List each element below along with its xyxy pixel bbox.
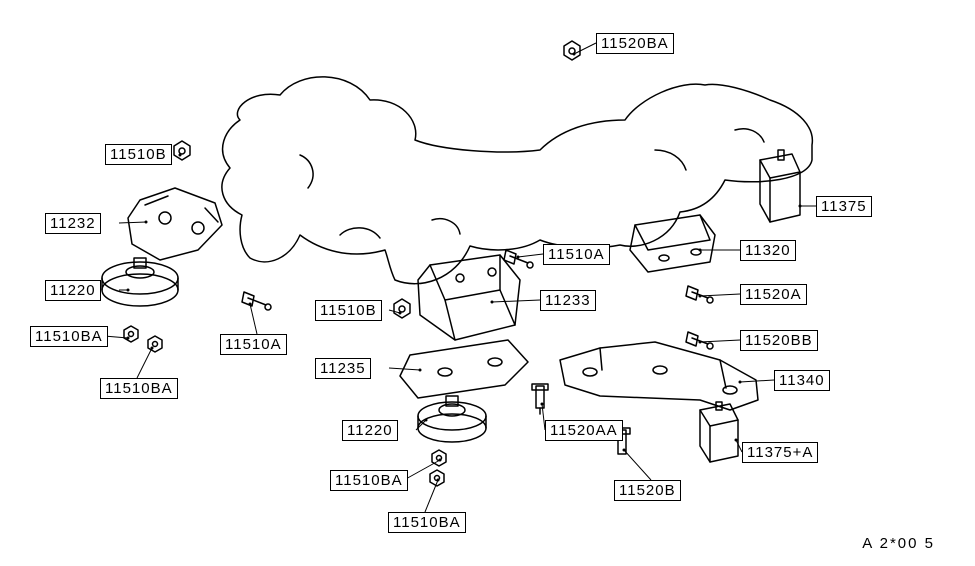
callout-label: 11233 bbox=[540, 290, 596, 311]
callout-label: 11520B bbox=[614, 480, 681, 501]
callout-label: 11510A bbox=[220, 334, 287, 355]
callout-label: 11510B bbox=[315, 300, 382, 321]
callout-label: 11510A bbox=[543, 244, 610, 265]
callout-label: 11375+A bbox=[742, 442, 818, 463]
callout-label: 11235 bbox=[315, 358, 371, 379]
callout-label: 11220 bbox=[342, 420, 398, 441]
callout-label: 11510BA bbox=[30, 326, 108, 347]
callout-label: 11340 bbox=[774, 370, 830, 391]
callout-label: 11510BA bbox=[330, 470, 408, 491]
callout-label: 11510BA bbox=[100, 378, 178, 399]
callout-label: 11520AA bbox=[545, 420, 623, 441]
diagram-canvas: 11520BA 11510B 11232 11220 11510BA 11510BA 115… bbox=[0, 0, 975, 566]
callout-label: 11232 bbox=[45, 213, 101, 234]
callout-label: 11320 bbox=[740, 240, 796, 261]
footer-diagram-code: A 2*00 5 bbox=[862, 535, 935, 552]
callout-label: 11520BB bbox=[740, 330, 818, 351]
callout-label: 11520BA bbox=[596, 33, 674, 54]
callout-label: 11375 bbox=[816, 196, 872, 217]
callout-label: 11220 bbox=[45, 280, 101, 301]
callout-label: 11510B bbox=[105, 144, 172, 165]
callout-label: 11520A bbox=[740, 284, 807, 305]
leader-lines bbox=[0, 0, 975, 566]
callout-label: 11510BA bbox=[388, 512, 466, 533]
